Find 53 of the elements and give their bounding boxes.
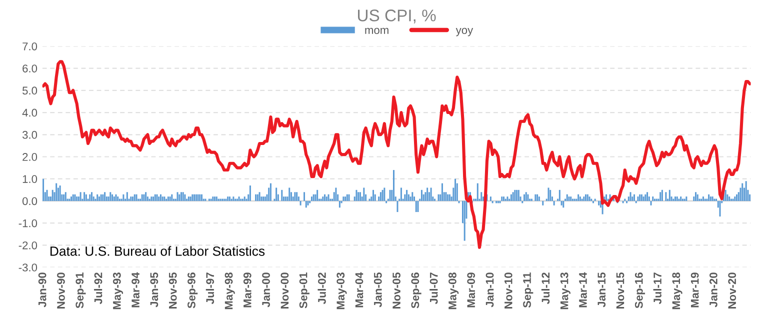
x-tick-label: Jan-10 <box>486 272 494 308</box>
x-tick-label: Jul-12 <box>541 272 550 304</box>
x-tick-label: May-93 <box>112 272 124 310</box>
y-tick-label: -3.0 <box>18 264 38 272</box>
x-tick-label: May-13 <box>560 272 570 310</box>
legend-label: yoy <box>456 28 474 36</box>
x-tick-label: Jul-97 <box>206 272 214 304</box>
x-tick-label: Nov-05 <box>392 272 400 308</box>
x-tick-label: Nov-10 <box>504 272 512 308</box>
y-tick-label: 1.0 <box>22 175 38 183</box>
y-tick-label: 3.0 <box>22 130 38 139</box>
x-tick-label: Nov-95 <box>168 272 177 308</box>
x-tick-label: May-03 <box>336 272 347 310</box>
x-tick-label: Sep-06 <box>411 272 422 308</box>
x-tick-label: May-08 <box>448 272 459 310</box>
y-tick-label: -1.0 <box>18 219 38 228</box>
x-tick-label: Mar-99 <box>243 272 252 308</box>
x-tick-label: Sep-01 <box>299 272 310 308</box>
x-tick-label: Jul-07 <box>430 272 438 304</box>
x-tick-label: Mar-14 <box>579 272 587 308</box>
y-tick-label: 2.0 <box>22 153 38 161</box>
x-tick-label: Nov-90 <box>57 272 65 308</box>
annotation: Data: U.S. Bureau of Labor Statistics <box>50 246 265 256</box>
x-tick-label: Mar-09 <box>467 272 476 308</box>
x-tick-label: Mar-04 <box>355 272 364 308</box>
y-tick-label: 7.0 <box>22 42 38 50</box>
x-tick-label: May-18 <box>672 272 682 310</box>
x-tick-label: Jan-00 <box>262 272 270 308</box>
y-tick-label: -2.0 <box>18 241 38 250</box>
x-tick-label: Jan-95 <box>150 272 158 308</box>
y-tick-label: 0.0 <box>22 197 38 206</box>
x-tick-label: Jan-15 <box>598 272 606 308</box>
y-tick-label: 6.0 <box>22 64 38 72</box>
x-tick-label: Sep-91 <box>76 272 86 308</box>
x-tick-label: Sep-16 <box>634 272 646 308</box>
x-tick-label: Nov-00 <box>280 272 289 308</box>
x-tick-label: Jan-20 <box>710 272 718 308</box>
x-tick-label: Sep-11 <box>523 272 534 308</box>
x-tick-label: Mar-94 <box>132 272 140 308</box>
x-tick-label: Jul-92 <box>94 272 102 304</box>
x-tick-label: Nov-20 <box>728 272 736 308</box>
chart-title: US CPI, % <box>358 10 436 24</box>
y-tick-label: 5.0 <box>22 86 38 95</box>
legend-label: mom <box>365 28 388 34</box>
x-tick-label: Mar-19 <box>690 272 699 308</box>
y-tick-label: 4.0 <box>22 108 38 117</box>
x-tick-label: Jul-17 <box>653 272 662 304</box>
x-tick-label: Nov-15 <box>616 272 624 308</box>
x-tick-label: Jan-90 <box>38 272 46 308</box>
x-tick-label: Jan-05 <box>374 272 382 308</box>
x-tick-label: May-98 <box>224 272 235 310</box>
x-tick-label: Jul-02 <box>318 272 326 304</box>
x-tick-label: Sep-96 <box>188 272 198 308</box>
